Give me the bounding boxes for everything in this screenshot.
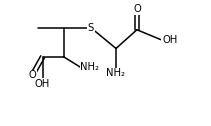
Text: O: O — [28, 70, 36, 81]
Text: OH: OH — [162, 35, 177, 45]
Text: OH: OH — [35, 79, 50, 89]
Text: NH₂: NH₂ — [80, 62, 99, 72]
Text: S: S — [88, 23, 94, 33]
Text: O: O — [133, 4, 141, 14]
Text: NH₂: NH₂ — [107, 68, 126, 78]
